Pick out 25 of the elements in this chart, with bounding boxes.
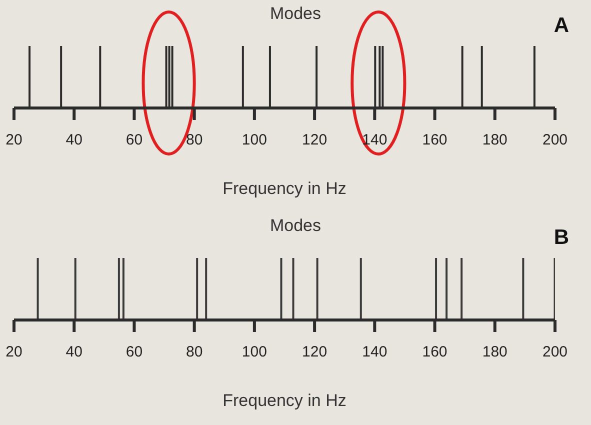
x-tick-label: 20 bbox=[6, 344, 22, 361]
x-tick-label: 120 bbox=[302, 132, 328, 149]
x-tick-label: 60 bbox=[126, 344, 143, 361]
x-tick-label: 60 bbox=[126, 132, 143, 149]
x-tick-label: 120 bbox=[302, 344, 328, 361]
x-tick-label: 180 bbox=[482, 344, 508, 361]
x-tick-label: 40 bbox=[66, 344, 82, 361]
x-tick-label: 200 bbox=[542, 132, 568, 149]
x-tick-label: 200 bbox=[542, 344, 568, 361]
x-axis-title: Frequency in Hz bbox=[222, 179, 346, 198]
chart-title: Modes bbox=[270, 216, 322, 235]
x-tick-label: 100 bbox=[242, 132, 267, 149]
x-tick-label: 160 bbox=[422, 132, 448, 149]
text: B bbox=[554, 226, 569, 250]
x-tick-label: 20 bbox=[6, 132, 22, 149]
x-tick-label: 180 bbox=[482, 132, 508, 149]
x-axis-title: Frequency in Hz bbox=[222, 391, 346, 410]
x-tick-label: 80 bbox=[186, 132, 203, 149]
chart-title: Modes bbox=[270, 4, 322, 23]
x-tick-label: 140 bbox=[362, 344, 388, 361]
x-tick-label: 40 bbox=[66, 132, 82, 149]
x-tick-label: 100 bbox=[242, 344, 267, 361]
text: A bbox=[554, 14, 569, 38]
x-tick-label: 160 bbox=[422, 344, 448, 361]
x-tick-label: 80 bbox=[186, 344, 203, 361]
